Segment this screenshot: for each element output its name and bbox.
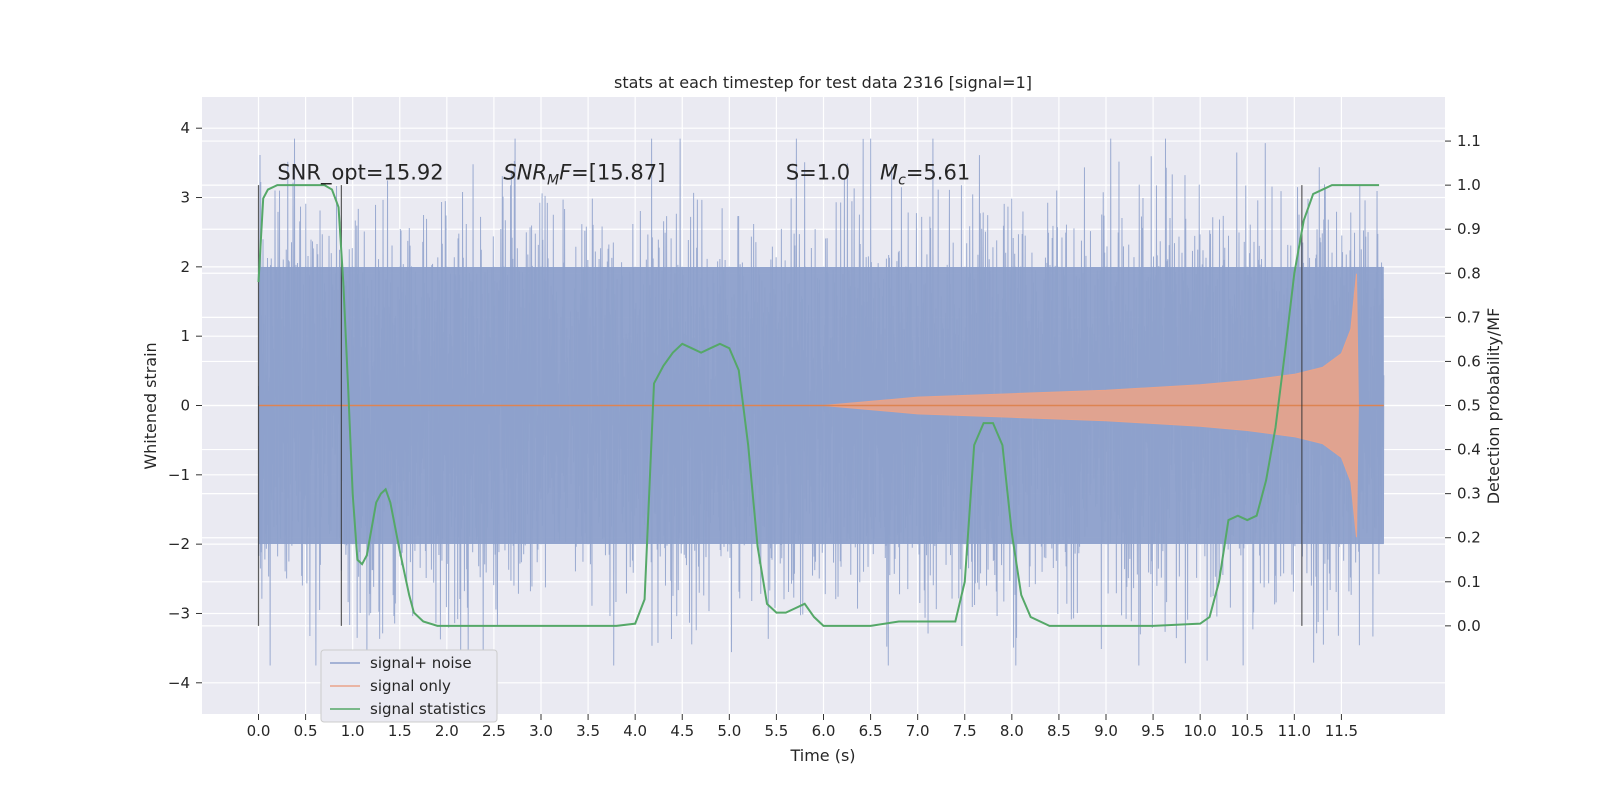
- x-tick-label-9: 4.5: [670, 722, 694, 740]
- legend-box: [320, 649, 498, 723]
- x-tick-label-13: 6.5: [859, 722, 883, 740]
- x-tick-label-16: 8.0: [1000, 722, 1024, 740]
- annotation-1: SNRMF=[15.87]: [503, 161, 665, 189]
- annotation-0: SNR_opt=15.92: [277, 161, 443, 186]
- y-right-tick-label-10: 0.1: [1457, 573, 1481, 591]
- y-right-tick-label-1: 1.0: [1457, 176, 1481, 194]
- y-left-axis-ticks: 4 3 2 1 0 −1 −2 −3 −4: [168, 119, 202, 692]
- y-left-tick-label-2: 2: [180, 258, 190, 276]
- y-left-tick-label-3: 1: [180, 327, 190, 345]
- x-tick-label-10: 5.0: [717, 722, 741, 740]
- x-tick-label-0: 0.0: [247, 722, 271, 740]
- x-axis-ticks: 0.0 0.5 1.0 1.5 2.0 2.5 3.0 3.5 4.0 4.5 5.0 5.5 6.0 6…: [247, 714, 1358, 740]
- chart-title: stats at each timestep for test data 231…: [614, 73, 1032, 92]
- x-tick-label-3: 1.5: [388, 722, 412, 740]
- x-tick-label-22: 11.0: [1278, 722, 1311, 740]
- y-right-tick-label-9: 0.2: [1457, 529, 1481, 547]
- signal-statistics-series: [257, 184, 1380, 627]
- y-right-axis-ticks: 1.1 1.0 0.9 0.8 0.7 0.6 0.5 0.4 0.3 0.2 0.1 0.0: [1445, 132, 1481, 635]
- x-tick-label-23: 11.5: [1325, 722, 1358, 740]
- y-left-tick-label-1: 3: [180, 189, 190, 207]
- y-right-tick-label-5: 0.6: [1457, 352, 1481, 370]
- x-tick-label-14: 7.0: [906, 722, 930, 740]
- x-tick-label-6: 3.0: [529, 722, 553, 740]
- y-left-tick-label-4: 0: [180, 397, 190, 415]
- signal-only-series: [258, 273, 1384, 538]
- x-tick-label-7: 3.5: [576, 722, 600, 740]
- x-tick-label-1: 0.5: [294, 722, 318, 740]
- x-tick-label-2: 1.0: [341, 722, 365, 740]
- y-right-axis-label: Detection probability/MF: [1484, 308, 1503, 505]
- x-tick-label-8: 4.0: [623, 722, 647, 740]
- y-right-tick-label-0: 1.1: [1457, 132, 1481, 150]
- x-axis-label: Time (s): [789, 746, 855, 765]
- x-tick-label-20: 10.0: [1183, 722, 1216, 740]
- y-left-tick-label-8: −4: [168, 674, 190, 692]
- y-left-tick-label-6: −2: [168, 535, 190, 553]
- annotation-3: Mc=5.61: [880, 161, 970, 189]
- annotations: SNR_opt=15.92 SNRMF=[15.87] S=1.0 Mc=5.61: [277, 161, 970, 189]
- y-left-tick-label-7: −3: [168, 604, 190, 622]
- x-tick-label-4: 2.0: [435, 722, 459, 740]
- y-right-tick-label-7: 0.4: [1457, 441, 1481, 459]
- x-tick-label-17: 8.5: [1047, 722, 1071, 740]
- x-tick-label-5: 2.5: [482, 722, 506, 740]
- legend-label-signal-only: signal only: [370, 677, 451, 695]
- y-left-tick-label-0: 4: [180, 119, 190, 137]
- legend-label-signal-noise: signal+ noise: [370, 654, 472, 672]
- legend-label-signal-statistics: signal statistics: [370, 700, 486, 718]
- y-left-axis-label: Whitened strain: [141, 342, 160, 469]
- legend: signal+ noise signal only signal statist…: [320, 649, 498, 723]
- x-tick-label-18: 9.0: [1094, 722, 1118, 740]
- y-right-tick-label-6: 0.5: [1457, 397, 1481, 415]
- y-right-tick-label-11: 0.0: [1457, 617, 1481, 635]
- x-tick-label-12: 6.0: [812, 722, 836, 740]
- x-tick-label-19: 9.5: [1141, 722, 1165, 740]
- y-right-tick-label-2: 0.9: [1457, 220, 1481, 238]
- x-tick-label-11: 5.5: [764, 722, 788, 740]
- x-tick-label-21: 10.5: [1231, 722, 1264, 740]
- x-tick-label-15: 7.5: [953, 722, 977, 740]
- y-right-tick-label-8: 0.3: [1457, 485, 1481, 503]
- y-right-tick-label-4: 0.7: [1457, 308, 1481, 326]
- signal-statistics-line: [257, 184, 1380, 627]
- y-left-tick-label-5: −1: [168, 466, 190, 484]
- annotation-2: S=1.0: [786, 161, 850, 185]
- y-right-tick-label-3: 0.8: [1457, 264, 1481, 282]
